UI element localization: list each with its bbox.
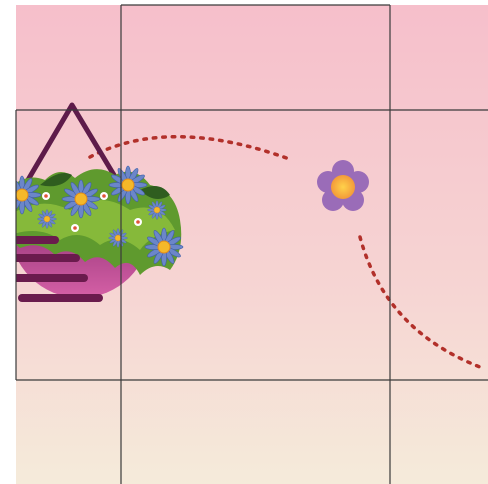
purple-flower: [317, 160, 369, 211]
dotted-path: [88, 134, 294, 162]
scene: [16, 5, 488, 484]
tile-grid: [15, 4, 488, 484]
dotted-path: [358, 235, 482, 369]
hanging-basket: [16, 102, 184, 302]
